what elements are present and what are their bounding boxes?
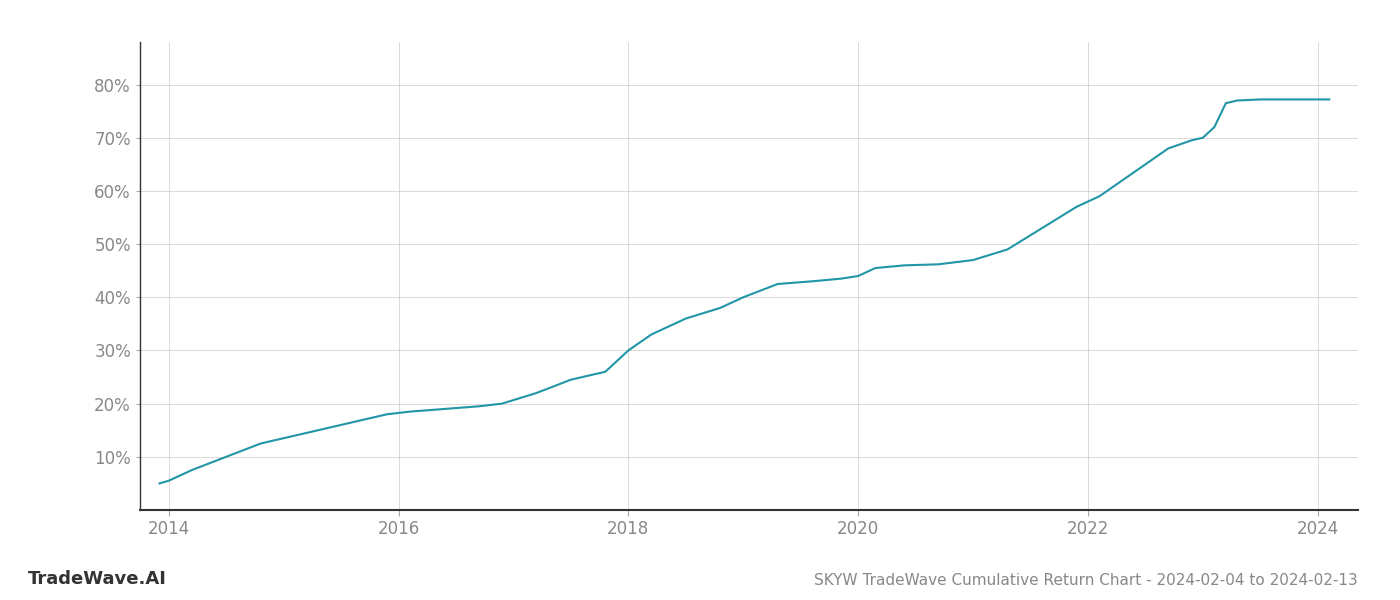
Text: TradeWave.AI: TradeWave.AI xyxy=(28,570,167,588)
Text: SKYW TradeWave Cumulative Return Chart - 2024-02-04 to 2024-02-13: SKYW TradeWave Cumulative Return Chart -… xyxy=(815,573,1358,588)
